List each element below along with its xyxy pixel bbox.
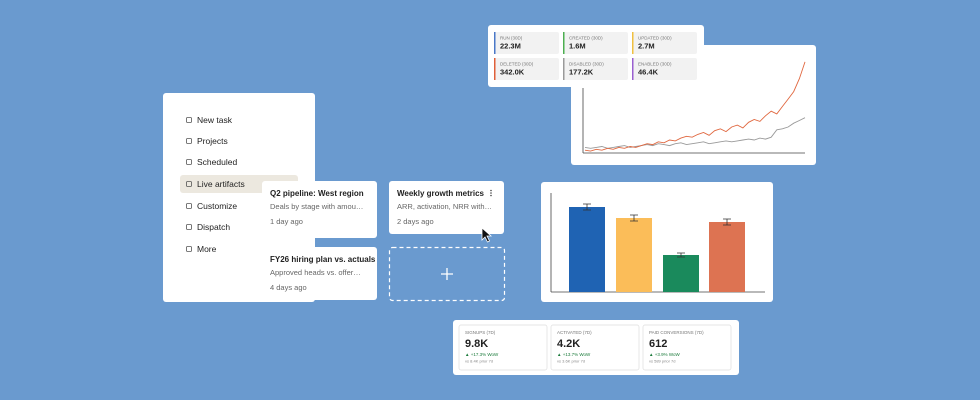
stat-tile	[494, 32, 559, 54]
kpi-label: SIGNUPS (7D)	[465, 330, 496, 335]
nav-icon	[186, 224, 192, 230]
stat-value: 1.6M	[569, 41, 586, 50]
stat-label: RUN (30D)	[500, 36, 523, 41]
card-description: Approved heads vs. offer…	[270, 268, 361, 277]
nav-icon	[186, 181, 192, 187]
nav-icon	[186, 159, 192, 165]
card-title: Weekly growth metrics	[397, 189, 485, 198]
error-bar	[630, 214, 638, 222]
bar	[663, 255, 699, 292]
stat-label: UPDATED (30D)	[638, 36, 672, 41]
kpi-change: ▲ +3.9% WoW	[649, 352, 681, 357]
stat-tile	[494, 58, 559, 80]
stat-accent	[632, 58, 634, 80]
stat-accent	[494, 32, 496, 54]
plus-icon	[441, 268, 453, 280]
card-time: 4 days ago	[270, 283, 307, 292]
nav-item[interactable]: Customize	[197, 201, 237, 211]
line-series	[584, 117, 806, 149]
nav-item[interactable]: Scheduled	[197, 157, 237, 167]
artifact-card[interactable]	[262, 181, 377, 238]
kpi-change: ▲ +13.7% WoW	[557, 352, 591, 357]
stat-value: 342.0K	[500, 67, 525, 76]
stat-label: CREATED (30D)	[569, 36, 603, 41]
stat-value: 2.7M	[638, 41, 655, 50]
stat-value: 22.3M	[500, 41, 521, 50]
nav-item[interactable]: New task	[197, 115, 233, 125]
error-bar	[677, 252, 685, 258]
card-title: FY26 hiring plan vs. actuals	[270, 255, 376, 264]
stat-tile	[632, 32, 697, 54]
artifact-card[interactable]	[389, 181, 504, 234]
menu-dot[interactable]	[490, 194, 492, 197]
stat-label: ENABLED (30D)	[638, 62, 672, 67]
artifact-card[interactable]	[262, 247, 377, 300]
nav-item[interactable]: More	[197, 244, 217, 254]
stat-label: DISABLED (30D)	[569, 62, 604, 67]
error-bar	[583, 203, 591, 211]
stat-accent	[632, 32, 634, 54]
card-description: Deals by stage with amou…	[270, 202, 363, 211]
card-time: 2 days ago	[397, 217, 434, 226]
kpi-value: 9.8K	[465, 338, 488, 350]
bar	[709, 222, 745, 292]
new-artifact-slot[interactable]	[388, 246, 506, 302]
stat-accent	[563, 32, 565, 54]
nav-item[interactable]: Dispatch	[197, 222, 230, 232]
stat-accent	[563, 58, 565, 80]
card-title: Q2 pipeline: West region	[270, 189, 364, 198]
kpi-tile	[550, 324, 640, 371]
nav-icon	[186, 246, 192, 252]
nav-item[interactable]: Live artifacts	[197, 179, 245, 189]
kpi-change: ▲ +17.3% WoW	[465, 352, 499, 357]
error-bar	[723, 218, 731, 226]
nav-icon	[186, 117, 192, 123]
nav-item[interactable]: Projects	[197, 136, 228, 146]
stat-tile	[632, 58, 697, 80]
kpi-value: 612	[649, 338, 667, 350]
kpi-prior: vs 589 prior 7d	[649, 359, 675, 364]
kpi-value: 4.2K	[557, 338, 580, 350]
card-time: 1 day ago	[270, 217, 303, 226]
card-description: ARR, activation, NRR with…	[397, 202, 492, 211]
menu-dot[interactable]	[490, 192, 492, 194]
stat-tile	[563, 32, 628, 54]
kpi-prior: vs 3.6K prior 7d	[557, 359, 585, 364]
stat-label: DELETED (30D)	[500, 62, 534, 67]
menu-dot[interactable]	[490, 189, 492, 192]
line-series	[584, 61, 806, 152]
cursor	[481, 227, 493, 243]
kpi-prior: vs 8.4K prior 7d	[465, 359, 493, 364]
stat-value: 177.2K	[569, 67, 594, 76]
stat-tile	[563, 58, 628, 80]
nav-icon	[186, 138, 192, 144]
kpi-tile	[642, 324, 732, 371]
bar	[569, 207, 605, 292]
stat-value: 46.4K	[638, 67, 659, 76]
bar	[616, 218, 652, 292]
kpi-label: ACTIVATED (7D)	[557, 330, 592, 335]
stat-accent	[494, 58, 496, 80]
nav-icon	[186, 203, 192, 209]
kpi-label: PAID CONVERSIONS (7D)	[649, 330, 704, 335]
kpi-tile	[458, 324, 548, 371]
